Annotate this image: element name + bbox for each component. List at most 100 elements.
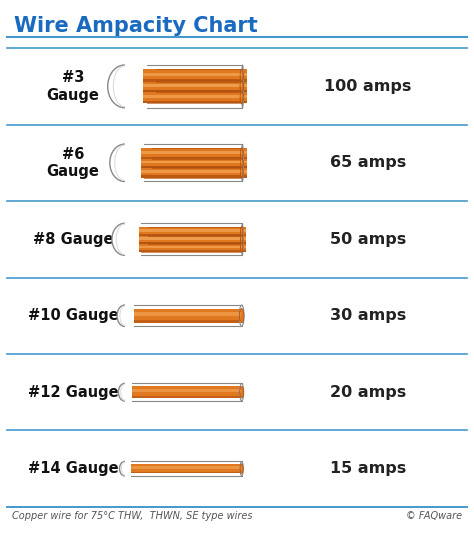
Text: Copper wire for 75°C THW,  THWN, SE type wires: Copper wire for 75°C THW, THWN, SE type …	[12, 511, 253, 521]
Ellipse shape	[241, 160, 242, 163]
Bar	[134, 70, 247, 81]
Ellipse shape	[241, 84, 242, 87]
Ellipse shape	[240, 80, 243, 93]
Bar	[134, 95, 247, 98]
Text: Wire Ampacity Chart: Wire Ampacity Chart	[15, 16, 258, 36]
Bar	[132, 242, 246, 244]
Bar	[128, 234, 148, 236]
Ellipse shape	[240, 80, 243, 93]
Bar	[133, 157, 246, 168]
Bar	[128, 466, 242, 468]
Ellipse shape	[241, 237, 242, 240]
Ellipse shape	[239, 308, 244, 323]
Bar	[128, 161, 153, 163]
Ellipse shape	[241, 243, 243, 252]
Bar	[132, 230, 246, 232]
Ellipse shape	[241, 229, 242, 232]
Bar	[128, 238, 148, 240]
Bar	[128, 250, 148, 252]
Bar	[125, 386, 137, 398]
Bar	[128, 227, 148, 236]
Bar	[128, 148, 153, 158]
Bar	[128, 243, 148, 252]
Ellipse shape	[242, 65, 244, 108]
Bar	[128, 235, 148, 244]
Ellipse shape	[118, 383, 131, 401]
Ellipse shape	[240, 157, 243, 168]
Bar	[133, 156, 246, 158]
Ellipse shape	[240, 70, 243, 81]
Ellipse shape	[241, 170, 242, 173]
Bar	[133, 176, 246, 178]
Ellipse shape	[240, 312, 242, 317]
Bar	[128, 242, 148, 244]
Bar	[128, 157, 153, 168]
Bar	[133, 161, 246, 163]
Bar	[128, 242, 148, 244]
Bar	[133, 151, 246, 154]
Bar	[125, 223, 242, 255]
Ellipse shape	[241, 227, 243, 236]
Bar	[132, 238, 246, 240]
Bar	[125, 464, 135, 473]
Bar	[134, 84, 247, 87]
Ellipse shape	[241, 245, 242, 248]
Ellipse shape	[241, 235, 243, 244]
Bar	[125, 223, 138, 255]
Bar	[132, 242, 246, 244]
Bar	[130, 312, 242, 316]
Bar	[133, 157, 246, 168]
Bar	[132, 230, 246, 232]
Ellipse shape	[241, 235, 243, 244]
Ellipse shape	[241, 160, 242, 163]
Bar	[132, 243, 246, 252]
Ellipse shape	[241, 94, 242, 98]
Bar	[133, 166, 246, 168]
Ellipse shape	[240, 91, 243, 103]
Ellipse shape	[240, 157, 243, 168]
Bar	[128, 238, 148, 240]
Bar	[125, 65, 143, 108]
Bar	[125, 220, 141, 258]
Bar	[128, 227, 148, 236]
Ellipse shape	[241, 151, 242, 154]
Bar	[134, 101, 247, 103]
Bar	[132, 235, 246, 244]
Bar	[132, 250, 246, 252]
Bar	[128, 166, 153, 168]
Text: 100 amps: 100 amps	[325, 79, 412, 94]
Bar	[132, 238, 246, 240]
Bar	[133, 151, 246, 154]
Bar	[128, 167, 153, 178]
Bar	[128, 91, 156, 103]
Ellipse shape	[241, 237, 242, 240]
Ellipse shape	[108, 65, 141, 108]
Ellipse shape	[242, 144, 243, 182]
Bar	[128, 170, 153, 173]
Bar	[134, 70, 247, 81]
Bar	[133, 176, 246, 178]
Ellipse shape	[241, 227, 243, 236]
Bar	[128, 70, 156, 81]
Bar	[133, 148, 246, 158]
Bar	[128, 101, 156, 103]
Bar	[132, 235, 246, 244]
Bar	[128, 245, 148, 248]
Bar	[128, 161, 153, 163]
Bar	[125, 65, 242, 108]
Bar	[129, 386, 242, 398]
Bar	[133, 156, 246, 158]
Bar	[125, 144, 141, 182]
Text: #8 Gauge: #8 Gauge	[33, 232, 113, 247]
Bar	[128, 242, 148, 244]
Bar	[133, 157, 246, 168]
Bar	[125, 141, 144, 184]
Bar	[128, 151, 153, 154]
Ellipse shape	[241, 170, 242, 173]
Bar	[128, 166, 153, 168]
Bar	[134, 90, 247, 93]
Bar	[132, 245, 246, 248]
Bar	[126, 312, 139, 316]
Bar	[133, 167, 246, 178]
Text: #14 Gauge: #14 Gauge	[28, 461, 118, 476]
